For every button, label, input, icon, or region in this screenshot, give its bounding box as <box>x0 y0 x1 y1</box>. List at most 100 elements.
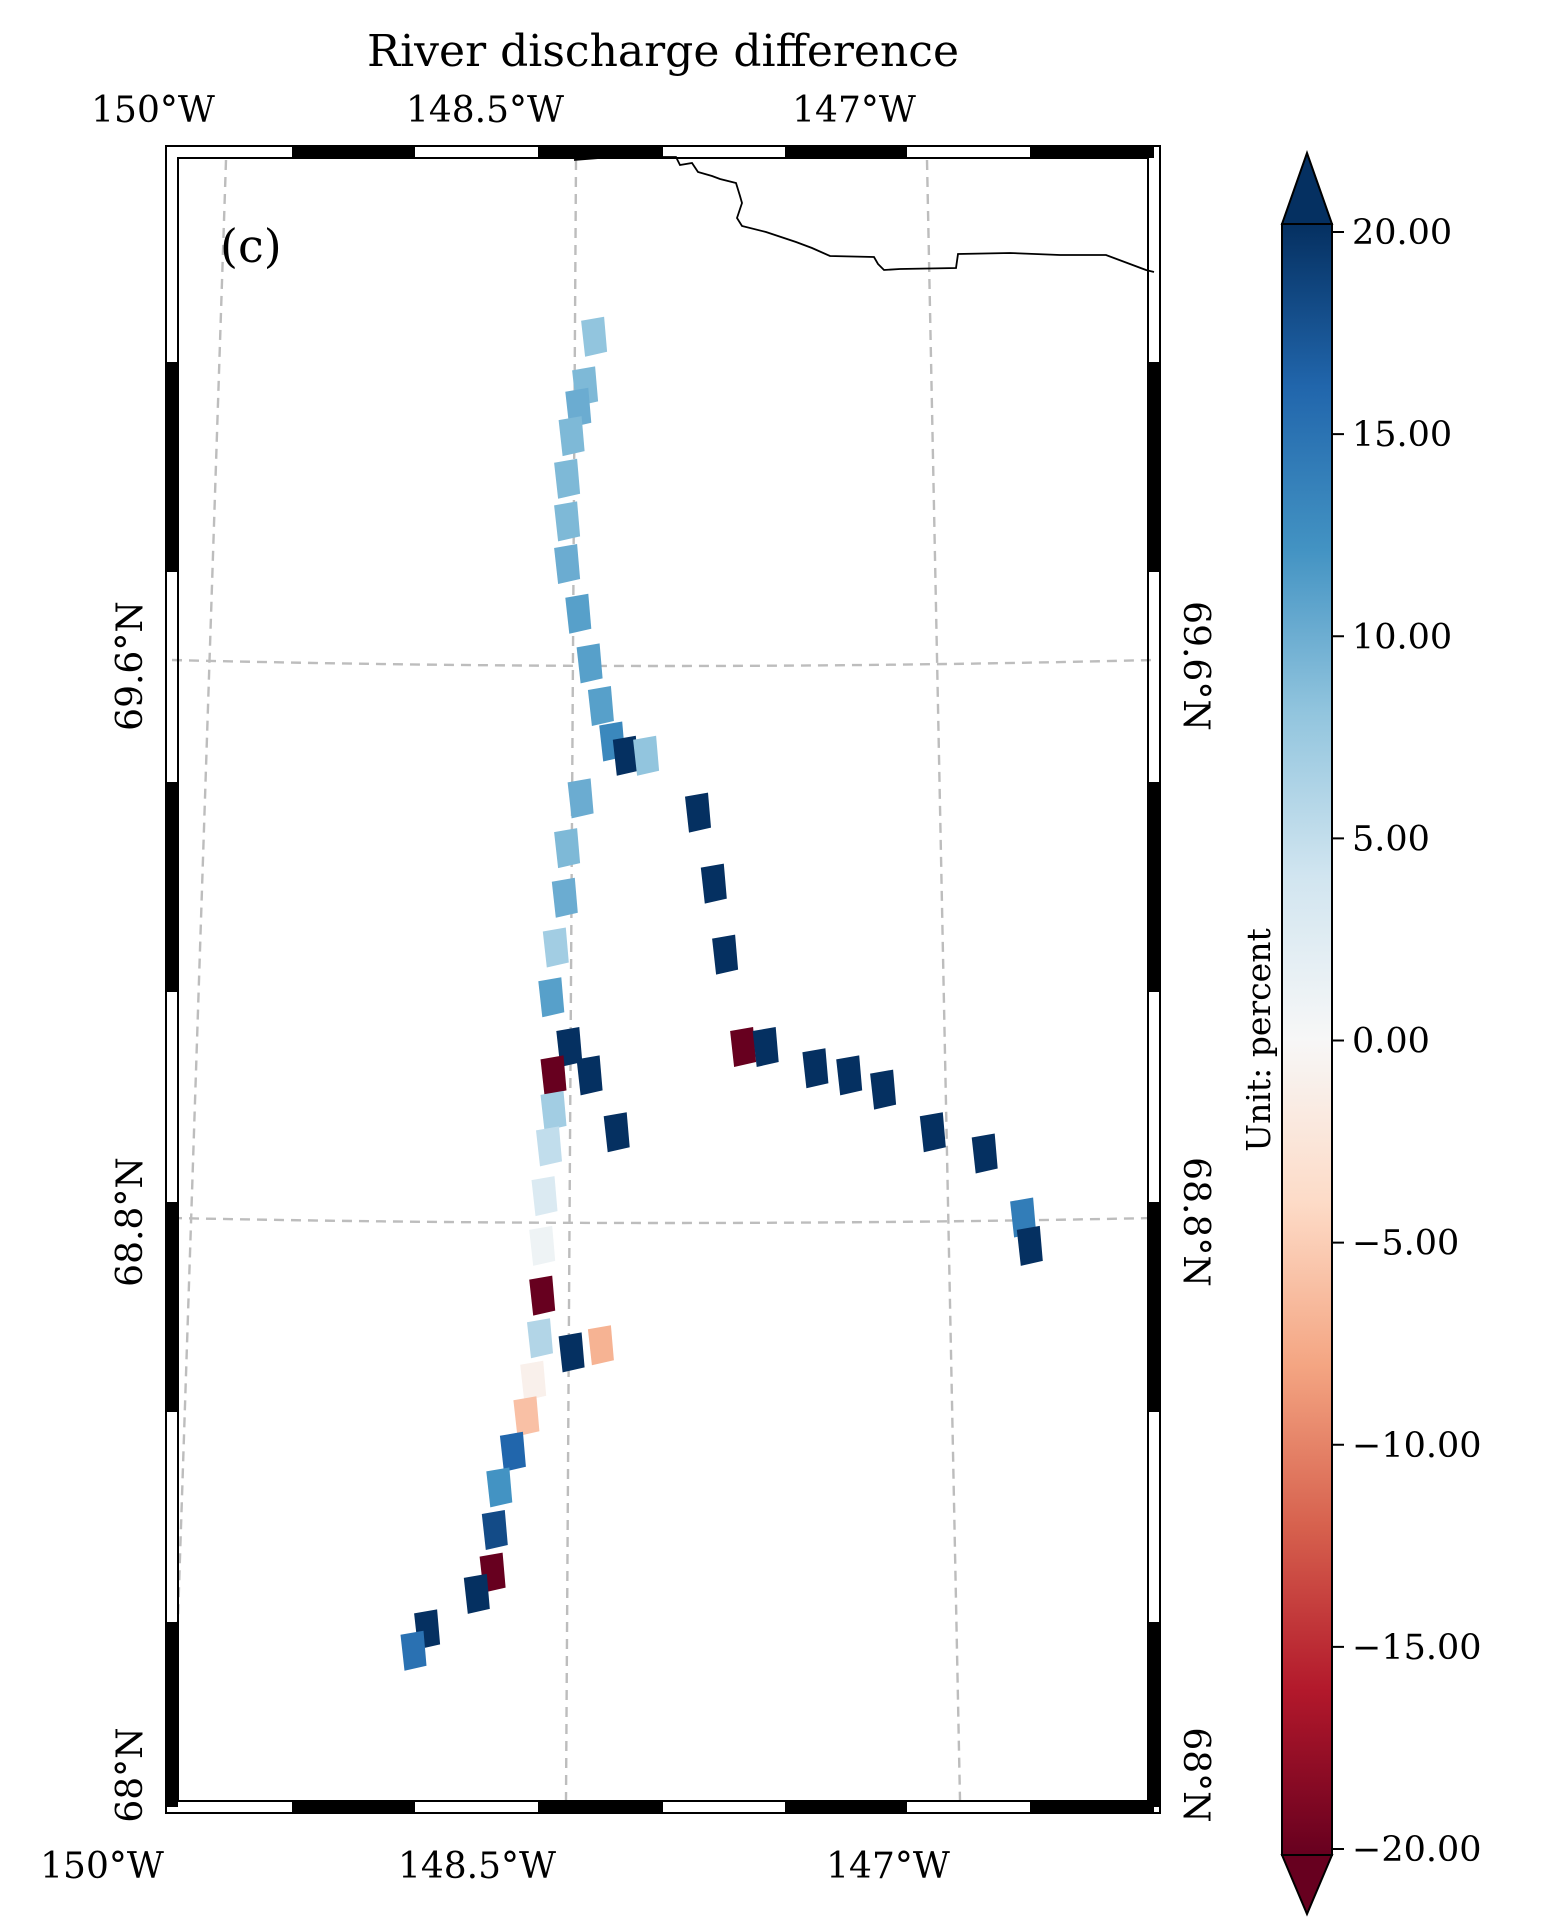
river-cell <box>554 458 581 499</box>
river-cell <box>554 544 581 584</box>
river-cell <box>540 1090 567 1131</box>
river-cell <box>576 1055 603 1096</box>
frame-tick-right <box>1148 782 1160 992</box>
colorbar-body <box>1281 223 1333 1856</box>
river-cell <box>551 877 578 918</box>
colorbar-ticks: 20.00 15.00 10.00 5.00 0.00 −5.00 −10.00 −15.00… <box>1332 213 1482 1870</box>
river-cell <box>554 501 581 542</box>
colorbar-tick-label: −5.00 <box>1352 1224 1459 1264</box>
bottom-lon-label-150w: 150°W <box>40 1846 164 1887</box>
top-lon-label-150w: 150°W <box>91 90 215 131</box>
frame-tick-left <box>166 1202 178 1412</box>
colorbar-tick-label: −15.00 <box>1352 1628 1482 1668</box>
river-cell <box>499 1431 526 1472</box>
frame-tick-bottom <box>785 1801 907 1813</box>
river-cell <box>581 316 608 357</box>
river-cell <box>529 1275 556 1316</box>
frame-tick-bottom <box>1030 1801 1154 1813</box>
river-cell <box>685 792 711 833</box>
chart-title: River discharge difference <box>367 26 959 77</box>
map-area <box>172 152 1154 1807</box>
river-cell <box>633 735 660 776</box>
river-cell <box>700 863 727 904</box>
top-lon-label-148-5w: 148.5°W <box>406 90 564 131</box>
gridline-lat-68-8n <box>172 1216 1154 1225</box>
river-cell <box>520 1360 547 1401</box>
river-cell <box>836 1055 863 1096</box>
colorbar-tick-label: 20.00 <box>1352 213 1452 253</box>
river-cell <box>1016 1225 1043 1266</box>
colorbar-extend-min <box>1280 1854 1334 1917</box>
colorbar-tick-label: −10.00 <box>1352 1426 1482 1466</box>
river-cell <box>540 1055 567 1096</box>
left-lat-label-69-6n: 69.6°N <box>110 601 151 731</box>
river-cell <box>712 934 739 975</box>
frame-tick-left <box>166 782 178 992</box>
colorbar-tick-label: 5.00 <box>1352 819 1430 859</box>
river-cell <box>529 1225 556 1266</box>
river-cell <box>612 735 639 776</box>
frame-tick-top <box>538 146 663 158</box>
frame-tick-left <box>166 1622 178 1807</box>
gridline-lat-69-6n <box>172 658 1154 668</box>
bottom-lon-label-147w: 147°W <box>826 1846 950 1887</box>
river-cell <box>558 416 585 457</box>
bottom-lon-label-148-5w: 148.5°W <box>398 1846 556 1887</box>
right-lat-label-68n: 68°N <box>1175 1727 1216 1822</box>
river-cell <box>603 1112 630 1153</box>
river-cell <box>531 1176 558 1217</box>
river-cell <box>513 1396 540 1437</box>
left-lat-label-68-8n: 68.8°N <box>110 1157 151 1287</box>
river-cell <box>567 778 594 819</box>
river-cell <box>536 1126 562 1167</box>
colorbar-tick-label: 0.00 <box>1352 1022 1430 1062</box>
river-cell <box>486 1467 513 1508</box>
frame-tick-bottom <box>538 1801 663 1813</box>
river-cell <box>565 387 592 428</box>
colorbar-extend-max <box>1280 149 1334 225</box>
river-cell <box>558 1332 585 1373</box>
frame-tick-right <box>1148 1622 1160 1807</box>
river-cell <box>870 1069 897 1110</box>
frame-tick-right <box>1148 362 1160 572</box>
frame-tick-top <box>785 146 907 158</box>
river-cell <box>730 1027 757 1067</box>
right-lat-label-68-8n: 68.8°N <box>1175 1157 1216 1287</box>
river-cell <box>538 977 565 1018</box>
colorbar-tick-label: 15.00 <box>1352 415 1452 455</box>
gridline-lon-147w <box>925 159 962 1801</box>
frame-tick-right <box>1148 1202 1160 1412</box>
river-cell <box>554 828 581 869</box>
colorbar-tick-label: 10.00 <box>1352 617 1452 657</box>
river-cell <box>481 1510 508 1550</box>
river-cell <box>587 686 614 726</box>
colorbar: 20.00 15.00 10.00 5.00 0.00 −5.00 −10.00 −15.00… <box>1280 149 1482 1917</box>
panel-label: (c) <box>220 219 282 273</box>
frame-tick-left <box>166 362 178 572</box>
river-cell <box>587 1325 614 1366</box>
right-lat-label-69-6n: 69.6°N <box>1175 601 1216 731</box>
gridline-lon-150w <box>172 159 228 1801</box>
map-frame <box>165 145 1161 1814</box>
river-cell <box>576 643 603 684</box>
river-cell <box>1010 1197 1037 1238</box>
river-cells <box>400 316 1043 1671</box>
frame-tick-top <box>292 146 415 158</box>
top-lon-label-147w: 147°W <box>792 90 916 131</box>
river-cell <box>752 1027 779 1067</box>
left-lat-label-68n: 68°N <box>110 1727 151 1822</box>
frame-tick-bottom <box>292 1801 415 1813</box>
river-cell <box>463 1573 490 1614</box>
river-cell <box>527 1318 553 1359</box>
colorbar-label: Unit: percent <box>1239 928 1278 1151</box>
river-cell <box>802 1048 829 1089</box>
gridline-lat-68n <box>172 1877 1154 1881</box>
coastline <box>573 156 1155 273</box>
colorbar-tick-label: −20.00 <box>1352 1830 1482 1870</box>
river-cell <box>565 593 592 634</box>
river-cell <box>971 1133 998 1174</box>
frame-tick-top <box>1030 146 1154 158</box>
river-cell <box>542 927 569 968</box>
river-cell <box>400 1630 427 1671</box>
